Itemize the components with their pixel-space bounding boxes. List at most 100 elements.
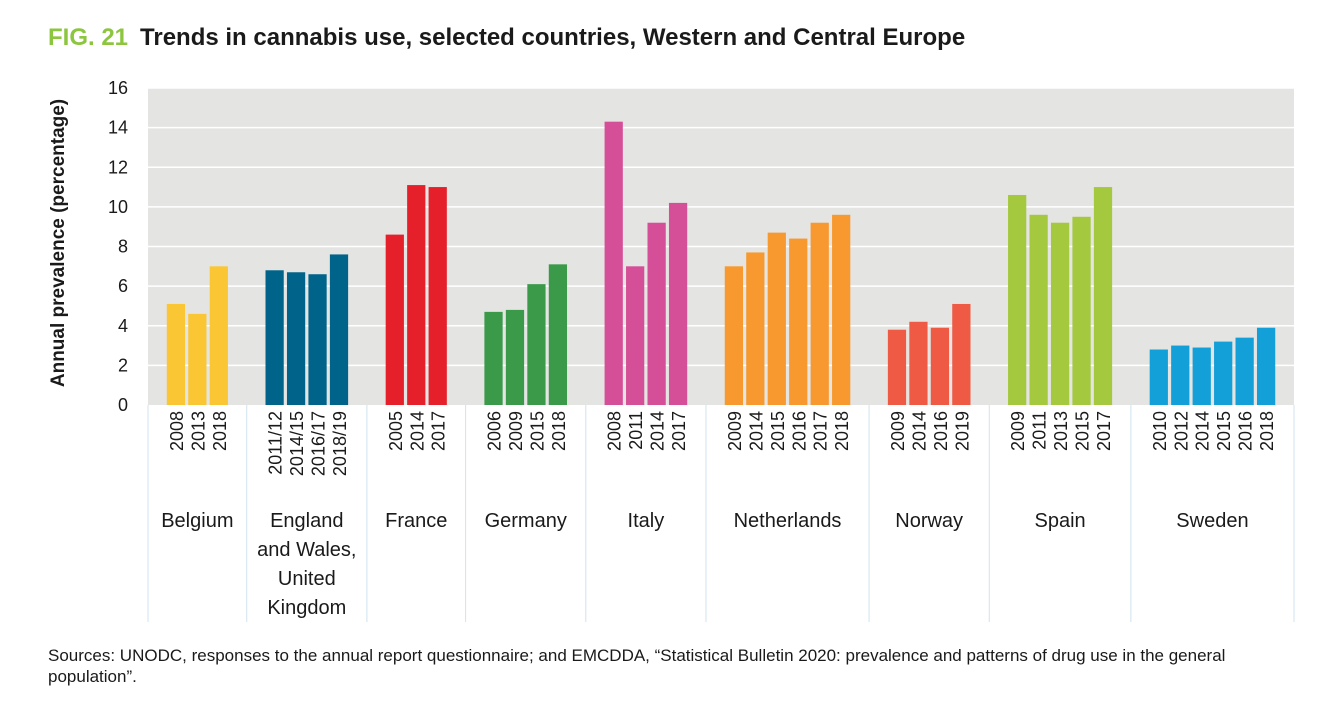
x-tick-label: 2016 [931,411,951,451]
bar [952,303,971,405]
x-tick-label: 2009 [1008,411,1028,451]
x-tick-label: 2008 [605,411,625,451]
bar [265,270,284,405]
bar [308,274,327,405]
bar [724,266,743,405]
bar [810,222,829,405]
y-tick-label: 8 [118,237,128,257]
bar [407,185,426,405]
y-tick-label: 2 [118,355,128,375]
x-tick-label: 2016 [1236,411,1256,451]
chart-title: FIG. 21 Trends in cannabis use, selected … [48,24,965,64]
bar [1256,327,1276,405]
group-label-line: Sweden [1176,510,1248,532]
x-tick-label: 2018 [1257,411,1277,451]
x-tick-label: 2017 [669,411,689,451]
figure-title: Trends in cannabis use, selected countri… [140,24,966,51]
group-label-line: Italy [628,510,665,532]
group-label-line: Netherlands [734,510,842,532]
bar [1192,347,1211,405]
x-tick-label: 2016/17 [309,411,329,476]
figure-label: FIG. 21 [48,24,129,51]
x-tick-label: 2019 [952,411,972,451]
group-label: Netherlands [734,510,842,532]
bar [832,214,851,405]
group-label: Sweden [1176,510,1248,532]
x-tick-label: 2013 [188,411,208,451]
sources-note: Sources: UNODC, responses to the annual … [48,646,1226,686]
x-tick-label: 2015 [768,411,788,451]
bar [930,327,950,405]
y-tick-label: 14 [108,118,128,138]
x-tick-label: 2013 [1051,411,1071,451]
bar [428,187,447,405]
group-label: Belgium [161,510,233,532]
group-label: Germany [485,510,567,532]
bar [909,321,928,405]
x-tick-label: 2014 [407,411,427,451]
bar [767,232,786,405]
x-tick-label: 2011 [1030,411,1050,450]
group-label-line: France [385,510,447,532]
x-tick-label: 2009 [506,411,526,451]
bar [1149,349,1168,405]
bar [647,222,666,405]
bar [789,238,808,405]
x-tick-label: 2014 [648,411,668,451]
bar [1235,337,1254,405]
group-label: France [385,510,447,532]
x-tick-label: 2014 [1193,411,1213,451]
bar [527,284,546,405]
bar [887,329,907,405]
x-tick-label: 2014 [909,411,929,451]
x-tick-label: 2018 [549,411,569,451]
group-label-line: and Wales, [257,539,356,561]
y-tick-label: 4 [118,316,128,336]
x-tick-label: 2018/19 [330,411,350,476]
bar [209,266,228,405]
bar [746,252,765,405]
x-tick-label: 2009 [888,411,908,451]
bar [1214,341,1233,405]
bar [188,313,207,405]
group-label-line: United [278,568,336,590]
y-tick-label: 10 [108,197,128,217]
x-tick-label: 2005 [386,411,406,451]
x-tick-label: 2014/15 [287,411,307,476]
x-tick-label: 2018 [832,411,852,451]
y-tick-label: 12 [108,157,128,177]
x-tick-label: 2015 [1214,411,1234,451]
bar [1008,194,1027,405]
y-axis-label: Annual prevalence (percentage) [48,99,69,387]
bar [1029,214,1048,405]
x-tick-label: 2010 [1150,411,1170,451]
y-tick-label: 16 [108,78,128,98]
x-tick-label: 2008 [167,411,187,451]
bar [626,266,645,405]
group-label-line: Germany [485,510,567,532]
bar [385,234,404,405]
x-tick-label: 2015 [527,411,547,451]
x-tick-label: 2017 [811,411,831,451]
x-tick-label: 2014 [746,411,766,451]
x-tick-label: 2012 [1171,411,1191,451]
x-tick-label: 2018 [210,411,230,451]
x-tick-label: 2011 [626,411,646,450]
bar [1050,222,1070,405]
x-tick-label: 2016 [789,411,809,451]
bar [166,303,186,405]
group-label-line: Kingdom [267,597,346,619]
bar [668,202,688,405]
group-label-line: Spain [1035,510,1086,532]
group-label-line: England [270,510,343,532]
bar [548,264,568,405]
x-tick-label: 2017 [1094,411,1114,451]
y-tick-label: 0 [118,395,128,415]
bar [286,272,306,405]
x-tick-label: 2011/12 [266,411,286,475]
bar [1093,187,1113,405]
y-tick-label: 6 [118,276,128,296]
group-label: Norway [895,510,963,532]
bar [484,311,503,405]
